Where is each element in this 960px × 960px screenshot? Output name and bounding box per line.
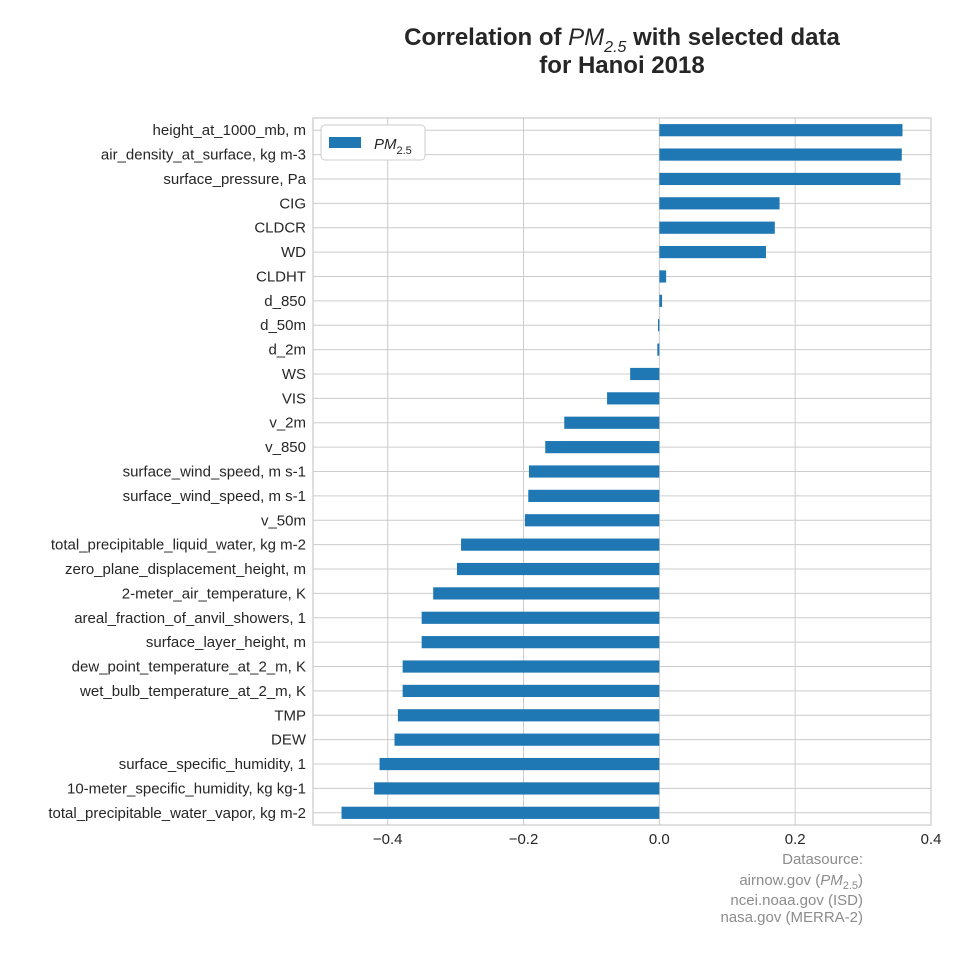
bar bbox=[397, 709, 660, 722]
bar bbox=[528, 465, 660, 478]
bars bbox=[341, 124, 903, 819]
plot-area bbox=[312, 117, 932, 826]
x-tick-label: 0.0 bbox=[649, 831, 670, 848]
x-tick-label: 0.4 bbox=[921, 831, 942, 848]
y-tick-label: wet_bulb_temperature_at_2_m, K bbox=[79, 683, 306, 700]
bar bbox=[659, 270, 667, 283]
y-tick-label: CLDCR bbox=[254, 220, 306, 237]
y-tick-label: CIG bbox=[279, 195, 306, 212]
y-tick-label: total_precipitable_water_vapor, kg m-2 bbox=[48, 805, 306, 822]
y-tick-labels: height_at_1000_mb, m air_density_at_surfa… bbox=[48, 122, 306, 822]
bar bbox=[528, 489, 660, 502]
bar bbox=[341, 806, 660, 819]
bar bbox=[421, 636, 660, 649]
y-tick-label: d_2m bbox=[268, 342, 306, 359]
legend: PM2.5 bbox=[320, 124, 426, 161]
bar bbox=[630, 367, 660, 381]
y-tick-label: dew_point_temperature_at_2_m, K bbox=[72, 659, 306, 676]
bar bbox=[657, 343, 660, 356]
bar bbox=[659, 197, 780, 210]
y-tick-label: TMP bbox=[274, 707, 306, 724]
source-line-nasa: nasa.gov (MERRA-2) bbox=[720, 909, 863, 926]
y-tick-label: 10-meter_specific_humidity, kg kg-1 bbox=[67, 780, 306, 797]
y-tick-label: d_50m bbox=[260, 317, 306, 334]
bar bbox=[524, 514, 660, 527]
legend-label: PM2.5 bbox=[374, 136, 412, 157]
y-tick-label: VIS bbox=[282, 390, 306, 407]
bar bbox=[456, 562, 660, 576]
bar bbox=[545, 441, 660, 454]
bar bbox=[421, 611, 660, 624]
bar bbox=[659, 294, 663, 307]
chart-title-line2: for Hanoi 2018 bbox=[539, 52, 704, 79]
plot-frame bbox=[312, 117, 932, 826]
bar bbox=[379, 757, 660, 771]
bar bbox=[564, 416, 660, 429]
y-tick-label: v_2m bbox=[269, 415, 306, 432]
bar bbox=[659, 221, 775, 234]
x-tick-label: −0.2 bbox=[509, 831, 539, 848]
y-tick-label: zero_plane_displacement_height, m bbox=[65, 561, 306, 578]
source-line-noaa: ncei.noaa.gov (ISD) bbox=[730, 892, 863, 909]
x-tick-label: −0.4 bbox=[373, 831, 403, 848]
y-tick-label: 2-meter_air_temperature, K bbox=[122, 585, 306, 602]
bar bbox=[657, 319, 660, 332]
bar bbox=[659, 124, 903, 137]
source-heading: Datasource: bbox=[782, 851, 863, 868]
y-tick-label: surface_pressure, Pa bbox=[163, 171, 306, 188]
x-tick-labels: −0.4 −0.2 0.0 0.2 0.4 bbox=[373, 831, 942, 848]
bar bbox=[402, 660, 660, 673]
bar bbox=[433, 587, 660, 600]
bar bbox=[659, 148, 902, 161]
bar bbox=[607, 392, 660, 405]
y-tick-label: surface_wind_speed, m s-1 bbox=[123, 464, 306, 481]
data-source-note: Datasource: airnow.gov (PM2.5) ncei.noaa… bbox=[720, 851, 863, 926]
bar bbox=[659, 245, 766, 259]
y-tick-label: surface_specific_humidity, 1 bbox=[119, 756, 306, 773]
y-tick-label: WS bbox=[282, 366, 306, 383]
y-tick-label: v_50m bbox=[261, 512, 306, 529]
x-tick-label: 0.2 bbox=[785, 831, 806, 848]
bar bbox=[461, 538, 660, 551]
bar bbox=[659, 172, 901, 186]
y-tick-label: total_precipitable_liquid_water, kg m-2 bbox=[51, 537, 306, 554]
y-tick-label: CLDHT bbox=[256, 268, 306, 285]
y-tick-label: height_at_1000_mb, m bbox=[153, 122, 306, 139]
source-line-airnow: airnow.gov (PM2.5) bbox=[739, 872, 863, 892]
bar bbox=[394, 733, 660, 746]
y-tick-label: d_850 bbox=[264, 293, 306, 310]
y-tick-label: v_850 bbox=[265, 439, 306, 456]
y-tick-label: surface_wind_speed, m s-1 bbox=[123, 488, 306, 505]
y-tick-label: air_density_at_surface, kg m-3 bbox=[101, 147, 306, 164]
bar bbox=[374, 782, 660, 795]
legend-swatch bbox=[329, 137, 361, 148]
y-tick-label: areal_fraction_of_anvil_showers, 1 bbox=[74, 610, 306, 627]
chart-title-line1: Correlation of PM2.5 with selected data bbox=[404, 24, 840, 56]
y-tick-label: WD bbox=[281, 244, 306, 261]
y-tick-label: surface_layer_height, m bbox=[146, 634, 306, 651]
y-tick-label: DEW bbox=[271, 732, 307, 749]
bar bbox=[402, 684, 660, 698]
legend-box bbox=[320, 124, 426, 161]
